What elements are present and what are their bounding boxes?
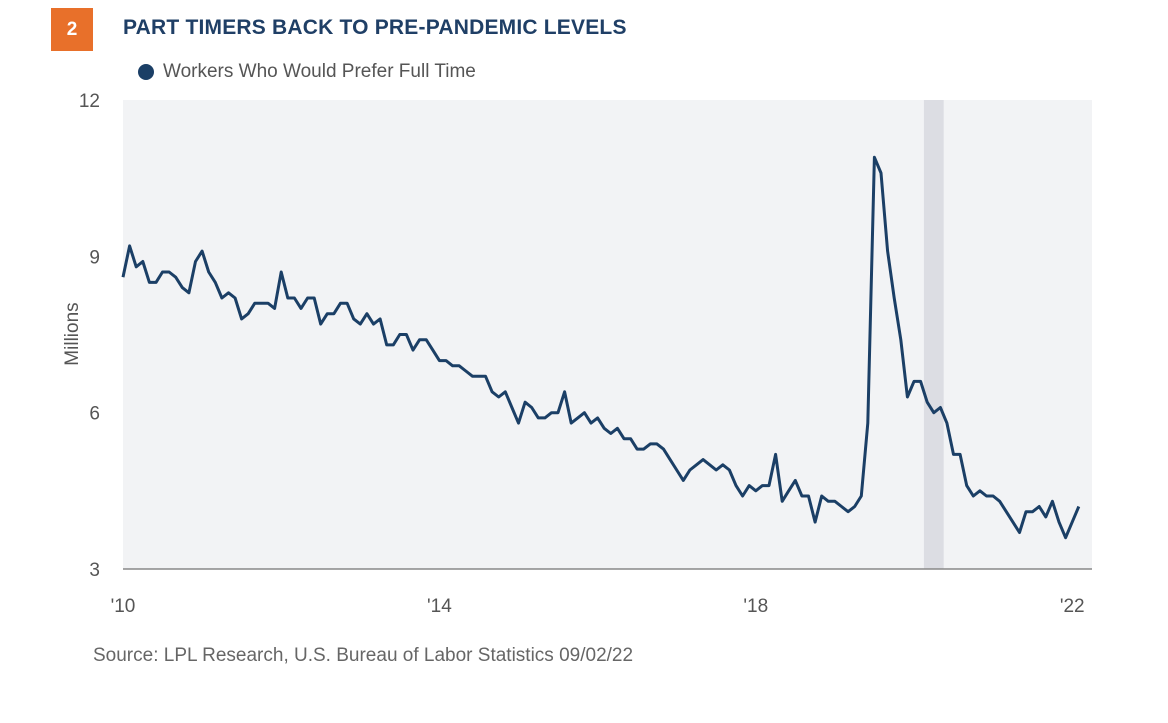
- recession-band: [923, 100, 944, 569]
- x-tick-label: '18: [743, 596, 768, 617]
- y-tick-label: 6: [89, 404, 100, 425]
- x-tick-label: '14: [427, 596, 452, 617]
- legend: Workers Who Would Prefer Full Time: [138, 61, 476, 83]
- x-tick-label: '10: [111, 596, 136, 617]
- x-tick-labels: '10 '14 '18 '22: [111, 596, 1085, 617]
- chart-title: PART TIMERS BACK TO PRE-PANDEMIC LEVELS: [123, 16, 627, 39]
- legend-label: Workers Who Would Prefer Full Time: [163, 61, 476, 82]
- source-note: Source: LPL Research, U.S. Bureau of Lab…: [93, 645, 634, 666]
- y-tick-label: 9: [89, 247, 100, 268]
- legend-marker-icon: [138, 64, 154, 80]
- x-tick-label: '22: [1060, 596, 1085, 617]
- y-tick-labels: 3 6 9 12: [79, 91, 100, 581]
- series-line-workers-prefer-full-time: [121, 155, 1081, 540]
- y-tick-label: 12: [79, 91, 100, 112]
- figure-number-badge: 2: [51, 8, 93, 51]
- y-axis-label: Millions: [62, 302, 83, 365]
- y-tick-label: 3: [89, 560, 100, 581]
- plot-background: [123, 100, 1092, 569]
